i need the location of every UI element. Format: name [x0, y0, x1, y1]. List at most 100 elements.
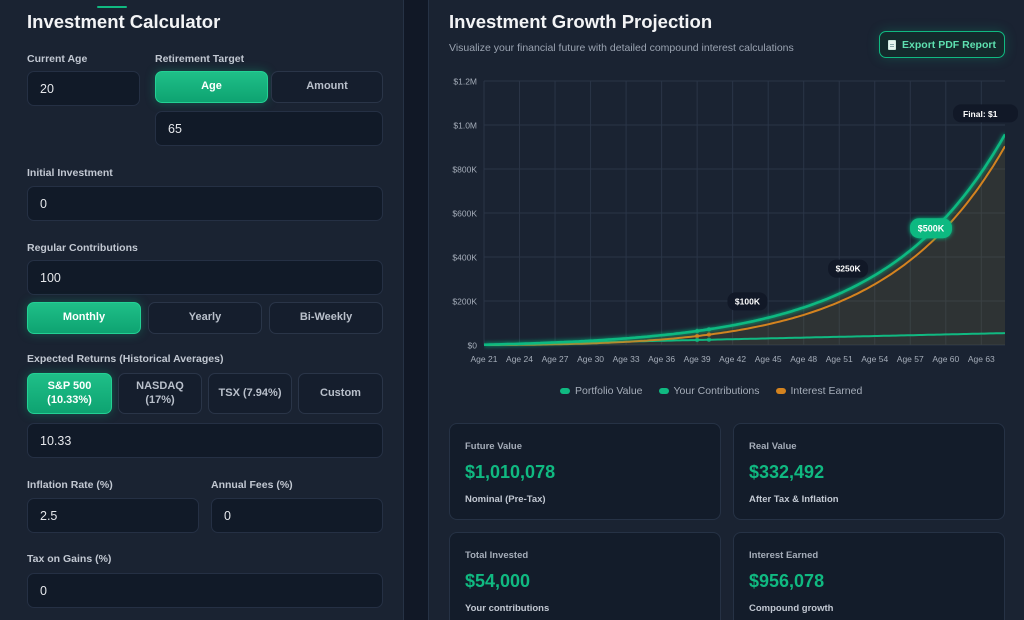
- line-interest: [484, 145, 1005, 346]
- retirement-age-input[interactable]: 65: [155, 111, 383, 146]
- expected-returns-label: Expected Returns (Historical Averages): [27, 353, 224, 365]
- y-tick-label: $800K: [452, 165, 477, 175]
- data-point: [706, 337, 712, 342]
- milestone-label: $500K: [918, 224, 945, 234]
- line-portfolio: [484, 133, 1005, 346]
- annual-fees-input[interactable]: 0: [211, 498, 383, 533]
- x-tick-label: Age 36: [648, 354, 675, 364]
- growth-chart: $0 $200K $400K $600K $800K $1.0M $1.2M Age 21 A…: [452, 77, 1018, 364]
- chart-legend: Portfolio Value Your Contributions Inter…: [560, 385, 862, 397]
- x-tick-label: Age 63: [968, 354, 995, 364]
- legend-swatch-contributions: [658, 388, 669, 394]
- x-tick-label: Age 54: [861, 354, 888, 364]
- x-tick-label: Age 45: [755, 354, 782, 364]
- x-tick-label: Age 30: [577, 354, 604, 364]
- interest-earned-amount: $956,078: [749, 571, 825, 591]
- title-accent: [97, 6, 127, 8]
- returns-nasdaq-button[interactable]: NASDAQ (17%): [118, 373, 202, 414]
- data-point: [706, 332, 712, 337]
- future-value-card: Future Value $1,010,078 Nominal (Pre-Tax…: [449, 423, 721, 520]
- milestone-badge-bg: [828, 259, 869, 278]
- document-icon: [888, 39, 897, 50]
- final-value-label: Final: $1: [963, 109, 998, 119]
- returns-sp500-button[interactable]: S&P 500 (10.33%): [27, 373, 112, 414]
- data-point: [694, 328, 700, 334]
- retirement-amount-button[interactable]: Amount: [271, 71, 383, 103]
- inflation-rate-label: Inflation Rate (%): [27, 479, 113, 491]
- calculator-title: Investment Calculator: [27, 11, 221, 32]
- milestone-label: $100K: [735, 296, 761, 306]
- x-tick-label: Age 39: [684, 354, 711, 364]
- export-pdf-label: Export PDF Report: [902, 38, 996, 51]
- legend-portfolio-label: Portfolio Value: [575, 385, 643, 397]
- real-value-card: Real Value $332,492 After Tax & Inflatio…: [733, 423, 1005, 520]
- legend-contributions[interactable]: Your Contributions: [658, 385, 760, 397]
- returns-custom-button[interactable]: Custom: [298, 373, 383, 414]
- x-tick-label: Age 27: [542, 354, 569, 364]
- contribution-amount-input[interactable]: 100: [27, 260, 383, 295]
- milestone-badge: $250K: [828, 259, 869, 278]
- real-value-amount: $332,492: [749, 462, 825, 482]
- final-badge-bg: [953, 104, 1018, 123]
- total-invested-card: Total Invested $54,000 Your contribution…: [449, 532, 721, 620]
- milestone-badge: $100K: [727, 292, 768, 311]
- legend-swatch-portfolio: [560, 388, 570, 394]
- returns-tsx-button[interactable]: TSX (7.94%): [208, 373, 292, 414]
- y-tick-label: $400K: [452, 253, 477, 263]
- legend-interest[interactable]: Interest Earned: [775, 385, 863, 397]
- returns-rate-input[interactable]: 10.33: [27, 423, 383, 458]
- frequency-monthly-button[interactable]: Monthly: [27, 302, 141, 334]
- frequency-yearly-button[interactable]: Yearly: [148, 302, 262, 334]
- future-value-label: Future Value: [465, 441, 523, 452]
- milestone-badge-bg: [727, 292, 768, 311]
- frequency-biweekly-button[interactable]: Bi-Weekly: [269, 302, 383, 334]
- regular-contributions-label: Regular Contributions: [27, 242, 138, 254]
- y-tick-label: $0: [468, 341, 478, 351]
- projection-subtitle: Visualize your financial future with det…: [449, 42, 794, 54]
- milestone-badge: $500K: [909, 218, 952, 239]
- data-point: [694, 333, 700, 339]
- x-tick-label: Age 42: [719, 354, 746, 364]
- data-point: [694, 337, 700, 343]
- y-tick-label: $1.2M: [453, 77, 477, 87]
- export-pdf-button[interactable]: Export PDF Report: [879, 31, 1005, 58]
- interest-earned-note: Compound growth: [749, 603, 834, 614]
- legend-interest-label: Interest Earned: [790, 385, 863, 397]
- x-tick-label: Age 21: [471, 354, 498, 364]
- x-tick-label: Age 24: [506, 354, 533, 364]
- projection-title: Investment Growth Projection: [449, 11, 713, 32]
- legend-contributions-label: Your Contributions: [673, 385, 760, 397]
- milestone-label: $250K: [836, 264, 862, 274]
- total-invested-label: Total Invested: [465, 550, 529, 561]
- tax-on-gains-input[interactable]: 0: [27, 573, 383, 608]
- current-age-input[interactable]: 20: [27, 71, 140, 106]
- area-portfolio: [484, 134, 1005, 345]
- inflation-rate-input[interactable]: 2.5: [27, 498, 199, 533]
- future-value-note: Nominal (Pre-Tax): [465, 494, 546, 505]
- real-value-label: Real Value: [749, 441, 797, 452]
- total-invested-amount: $54,000: [465, 571, 531, 591]
- final-value-badge: Final: $1: [953, 104, 1018, 123]
- real-value-note: After Tax & Inflation: [749, 494, 839, 505]
- milestone-badge-bg: [909, 218, 952, 239]
- data-point: [706, 327, 712, 332]
- annual-fees-label: Annual Fees (%): [211, 479, 293, 491]
- y-tick-label: $600K: [452, 209, 477, 219]
- total-invested-note: Your contributions: [465, 603, 550, 614]
- legend-swatch-interest: [775, 388, 786, 394]
- x-tick-label: Age 60: [932, 354, 959, 364]
- y-tick-label: $1.0M: [453, 121, 477, 131]
- interest-earned-label: Interest Earned: [749, 550, 819, 561]
- initial-investment-input[interactable]: 0: [27, 186, 383, 221]
- retirement-target-label: Retirement Target: [155, 53, 245, 65]
- interest-earned-card: Interest Earned $956,078 Compound growth: [733, 532, 1005, 620]
- x-tick-label: Age 57: [897, 354, 924, 364]
- legend-portfolio[interactable]: Portfolio Value: [560, 385, 643, 397]
- retirement-age-button[interactable]: Age: [155, 71, 268, 103]
- x-tick-label: Age 33: [613, 354, 640, 364]
- initial-investment-label: Initial Investment: [27, 167, 113, 179]
- y-tick-label: $200K: [452, 297, 477, 307]
- x-tick-label: Age 51: [826, 354, 853, 364]
- future-value-amount: $1,010,078: [465, 462, 556, 482]
- tax-on-gains-label: Tax on Gains (%): [27, 553, 112, 565]
